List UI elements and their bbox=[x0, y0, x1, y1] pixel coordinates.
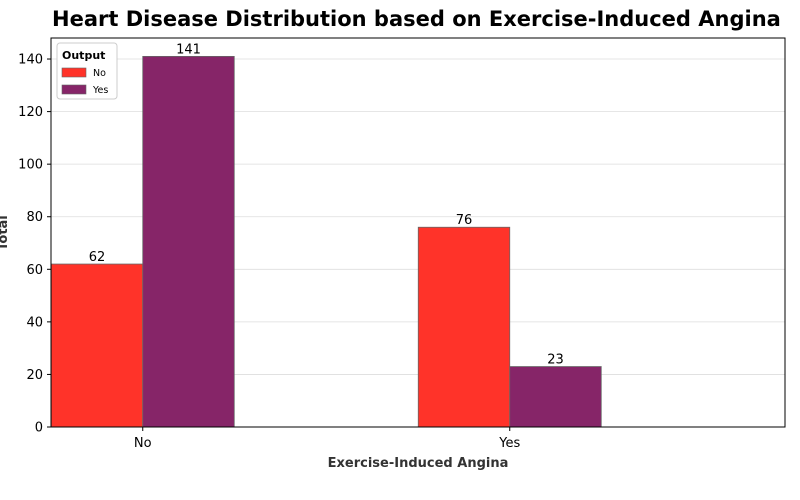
legend-swatch-yes bbox=[61, 84, 87, 95]
bar-yes-output-no bbox=[417, 226, 511, 428]
x-axis-label: Exercise-Induced Angina bbox=[328, 456, 509, 471]
y-tick-label-120: 120 bbox=[18, 105, 43, 120]
x-tick-label-yes: Yes bbox=[498, 436, 520, 451]
bars bbox=[50, 55, 602, 428]
y-tick-label-80: 80 bbox=[26, 210, 43, 225]
y-tick-label-60: 60 bbox=[26, 263, 43, 278]
legend-swatch-no bbox=[61, 67, 87, 78]
x-tick-label-no: No bbox=[134, 436, 152, 451]
x-axis-ticks: No Yes bbox=[134, 427, 520, 451]
bar-no-output-yes bbox=[142, 55, 235, 428]
data-label-yes-output-no: 76 bbox=[456, 213, 473, 228]
y-tick-label-100: 100 bbox=[18, 158, 43, 173]
y-tick-label-0: 0 bbox=[35, 421, 43, 436]
legend-title: Output bbox=[62, 49, 105, 62]
y-tick-label-20: 20 bbox=[26, 368, 43, 383]
y-tick-label-140: 140 bbox=[18, 53, 43, 68]
bar-yes-output-yes bbox=[509, 366, 602, 428]
y-tick-label-40: 40 bbox=[26, 315, 43, 330]
legend-label-yes: Yes bbox=[92, 85, 108, 96]
data-labels: 62 141 76 23 bbox=[89, 42, 564, 367]
y-axis-ticks: 0 20 40 60 80 100 120 140 bbox=[18, 53, 51, 436]
data-label-yes-output-yes: 23 bbox=[547, 353, 564, 368]
data-label-no-output-yes: 141 bbox=[176, 42, 201, 57]
chart-title: Heart Disease Distribution based on Exer… bbox=[52, 7, 781, 31]
y-axis-label: Total bbox=[0, 215, 11, 251]
legend: Output No Yes bbox=[56, 42, 118, 100]
data-label-no-output-no: 62 bbox=[89, 250, 106, 265]
bar-no-output-no bbox=[50, 263, 144, 428]
legend-label-no: No bbox=[93, 68, 106, 79]
plot-area-frame bbox=[50, 37, 786, 428]
